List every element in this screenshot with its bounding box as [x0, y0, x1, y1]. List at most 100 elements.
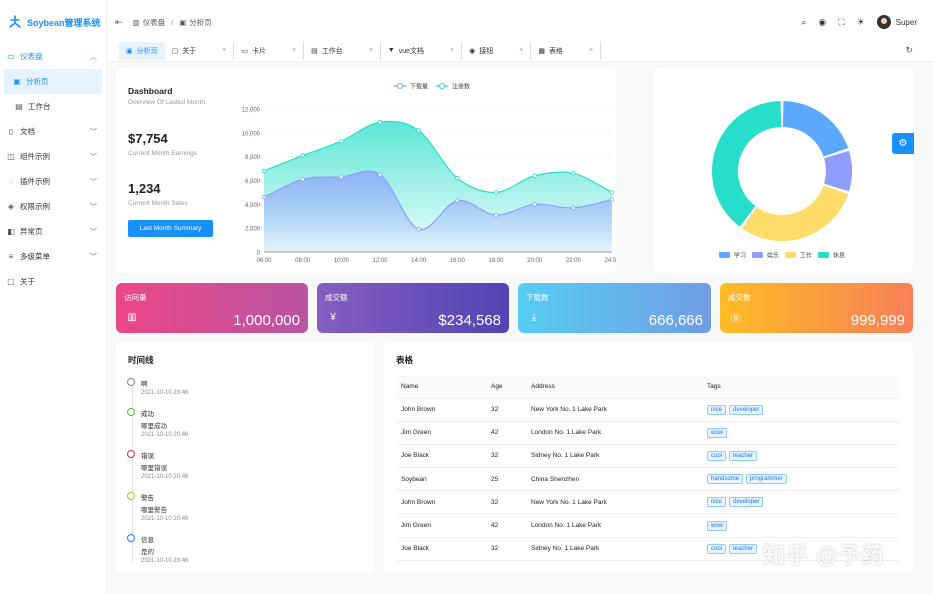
- legend-label[interactable]: 娱乐: [767, 252, 779, 260]
- data-point[interactable]: [261, 168, 267, 174]
- card-icon: ▭: [241, 47, 248, 55]
- last-month-summary-button[interactable]: Last Month Summary: [128, 220, 213, 237]
- table-row: John Brown 32 New York No. 1 Lake Park nice…: [396, 490, 900, 515]
- sidebar: Soybean管理系统 ▭ 仪表盘 ︿ ▣ 分析页 ▤ 工作台 ▯ 文档 ﹀ ◫…: [0, 0, 107, 594]
- chevron-down-icon: ﹀: [90, 153, 97, 161]
- sidebar-item-workbench[interactable]: ▤ 工作台: [0, 94, 106, 119]
- data-point[interactable]: [300, 177, 305, 182]
- data-point[interactable]: [261, 194, 267, 200]
- y-tick-label: 12,000: [242, 108, 261, 114]
- data-point[interactable]: [571, 171, 576, 176]
- tag: nice: [707, 497, 727, 508]
- search-icon[interactable]: ⌕: [801, 16, 807, 27]
- close-icon[interactable]: ×: [519, 47, 524, 54]
- y-tick-label: 8,000: [245, 155, 261, 161]
- x-tick-label: 06:00: [256, 258, 272, 264]
- data-point[interactable]: [493, 190, 499, 195]
- chevron-down-icon: ﹀: [90, 253, 97, 261]
- cell-name: John Brown: [396, 490, 486, 515]
- settings-gear-button[interactable]: ⚙: [892, 133, 914, 154]
- table-row: Jim Green 42 London No. 1 Lake Park wow: [396, 513, 900, 538]
- data-point[interactable]: [493, 212, 499, 218]
- sidebar-item-dashboard[interactable]: ▭ 仪表盘 ︿: [0, 44, 106, 69]
- data-point[interactable]: [532, 202, 537, 207]
- github-icon[interactable]: ◉: [818, 16, 827, 27]
- tab-about[interactable]: ▢ 关于 ×: [165, 41, 235, 60]
- close-icon[interactable]: ×: [588, 47, 594, 54]
- data-point[interactable]: [377, 119, 383, 125]
- data-point[interactable]: [339, 174, 344, 180]
- tab-vue-docs[interactable]: ▼ vue文档 ×: [381, 41, 463, 60]
- theme-sun-icon[interactable]: ☀: [856, 16, 865, 27]
- close-icon[interactable]: ×: [222, 47, 227, 54]
- data-point[interactable]: [532, 173, 537, 178]
- breadcrumb-item[interactable]: 分析页: [189, 17, 212, 27]
- user-menu[interactable]: Super: [876, 15, 917, 29]
- donut-chart: 学习 娱乐 工作 休息: [712, 101, 852, 260]
- data-point[interactable]: [339, 138, 344, 144]
- sidebar-item-docs[interactable]: ▯ 文档 ﹀: [0, 119, 106, 144]
- legend-label[interactable]: 注册数: [452, 83, 470, 91]
- x-tick-label: 08:00: [295, 258, 311, 264]
- tab-button[interactable]: ◉ 接钮 ×: [462, 41, 532, 60]
- sidebar-item-label: 文档: [20, 127, 35, 136]
- close-icon[interactable]: ×: [450, 47, 455, 54]
- x-tick-label: 18:00: [488, 258, 504, 264]
- legend-label[interactable]: 学习: [734, 252, 746, 260]
- tab-label: vue文档: [398, 47, 425, 55]
- pie-slice[interactable]: [741, 185, 849, 241]
- pie-slice[interactable]: [782, 101, 849, 157]
- data-point[interactable]: [455, 198, 460, 203]
- kpi-card-visits: 访问量 ▥ 1,000,000: [116, 283, 308, 333]
- legend-swatch: [752, 252, 763, 258]
- sidebar-item-label: 组件示例: [20, 152, 50, 161]
- data-point[interactable]: [416, 128, 421, 133]
- legend-label[interactable]: 工作: [800, 252, 812, 260]
- breadcrumb-item[interactable]: 仪表盘: [142, 17, 166, 27]
- sidebar-item-label: 分析页: [26, 77, 49, 86]
- logo[interactable]: Soybean管理系统: [0, 0, 106, 44]
- timeline-dot: [127, 378, 135, 386]
- sidebar-item-multi-menu[interactable]: ≡ 多级菜单 ﹀: [0, 244, 106, 269]
- component-icon: ◫: [7, 152, 15, 161]
- sidebar-item-exception[interactable]: ◧ 异常页 ﹀: [0, 219, 106, 244]
- data-point[interactable]: [377, 172, 383, 177]
- cell-tags: nice developer: [702, 398, 900, 422]
- breadcrumb-separator: /: [171, 17, 174, 27]
- y-tick-label: 2,000: [245, 227, 261, 233]
- chevron-down-icon: ﹀: [90, 178, 97, 186]
- plugin-icon: ◌: [8, 177, 14, 186]
- data-point[interactable]: [571, 205, 576, 211]
- data-point[interactable]: [609, 190, 615, 195]
- reload-icon[interactable]: ↻: [905, 45, 913, 55]
- sidebar-item-analysis[interactable]: ▣ 分析页: [4, 69, 102, 94]
- tab-workbench[interactable]: ▤ 工作台 ×: [304, 41, 381, 60]
- sidebar-item-label: 工作台: [28, 102, 51, 111]
- tab-table[interactable]: ▦ 表格 ×: [531, 41, 602, 60]
- close-icon[interactable]: ×: [368, 47, 373, 54]
- sidebar-item-label: 权限示例: [20, 202, 50, 211]
- sidebar-item-components[interactable]: ◫ 组件示例 ﹀: [0, 144, 106, 169]
- legend-label[interactable]: 休息: [833, 252, 845, 260]
- data-point[interactable]: [300, 153, 305, 158]
- pie-slice[interactable]: [712, 101, 782, 227]
- sidebar-item-permission[interactable]: ◈ 权限示例 ﹀: [0, 194, 106, 219]
- data-point[interactable]: [416, 227, 421, 232]
- kpi-value: $234,568: [438, 312, 501, 329]
- fullscreen-icon[interactable]: ⛶: [838, 16, 845, 27]
- cell-age: 42: [486, 421, 526, 445]
- tab-card[interactable]: ▭ 卡片 ×: [234, 41, 305, 60]
- data-point[interactable]: [609, 197, 615, 202]
- pie-slice[interactable]: [824, 150, 852, 192]
- sidebar-item-plugins[interactable]: ◌ 插件示例 ﹀: [0, 169, 106, 194]
- close-icon[interactable]: ×: [291, 47, 297, 54]
- tab-analysis[interactable]: ▣ 分析页: [119, 41, 165, 60]
- pie-card: 学习 娱乐 工作 休息: [653, 68, 913, 273]
- legend-label[interactable]: 下载量: [410, 83, 428, 91]
- cell-address: New York No. 1 Lake Park: [526, 398, 702, 422]
- kpi-title: 成交额: [325, 293, 348, 302]
- series-line: [263, 170, 613, 231]
- data-point[interactable]: [455, 175, 460, 181]
- menu-fold-icon[interactable]: ⇤: [115, 16, 123, 27]
- sidebar-item-about[interactable]: ▢ 关于: [0, 269, 106, 294]
